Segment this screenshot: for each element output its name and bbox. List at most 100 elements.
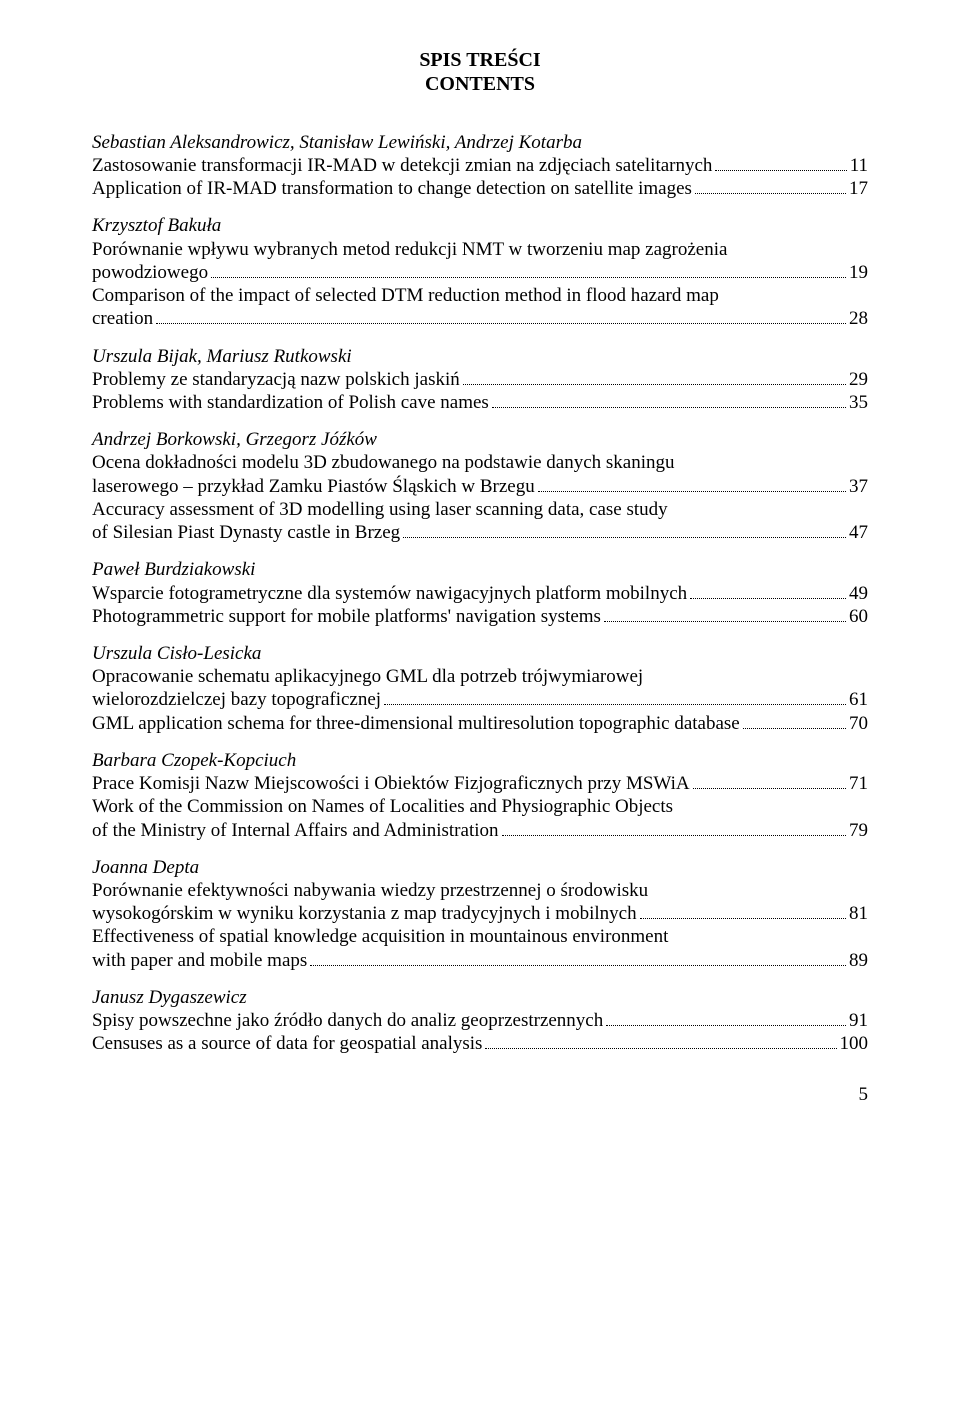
toc-entry: Krzysztof BakułaPorównanie wpływu wybran… [92,214,868,330]
toc-line-text: of the Ministry of Internal Affairs and … [92,819,499,842]
toc-line: of the Ministry of Internal Affairs and … [92,818,868,841]
toc-leader [690,581,846,598]
toc-line: Prace Komisji Nazw Miejscowości i Obiekt… [92,772,868,795]
toc-page: 35 [849,391,868,414]
toc-line: wysokogórskim w wyniku korzystania z map… [92,902,868,925]
toc-line: of Silesian Piast Dynasty castle in Brze… [92,521,868,544]
toc-entry: Paweł BurdziakowskiWsparcie fotogrametry… [92,558,868,628]
toc-line-text: Problemy ze standaryzacją nazw polskich … [92,368,460,391]
toc-page: 71 [849,772,868,795]
toc-line-text: Application of IR-MAD transformation to … [92,177,692,200]
toc-leader [743,712,846,729]
toc-line-text: creation [92,307,153,330]
toc-page: 81 [849,902,868,925]
toc-line-text: Effectiveness of spatial knowledge acqui… [92,925,868,948]
toc-page: 79 [849,819,868,842]
toc-line-text: Photogrammetric support for mobile platf… [92,605,601,628]
toc-authors: Barbara Czopek-Kopciuch [92,749,868,772]
toc-line: wielorozdzielczej bazy topograficznej 61 [92,688,868,711]
toc-line-text: with paper and mobile maps [92,949,307,972]
toc-line-text: Opracowanie schematu aplikacyjnego GML d… [92,665,868,688]
page-number: 5 [92,1083,868,1106]
toc-leader [156,307,846,324]
toc-entry: Barbara Czopek-KopciuchPrace Komisji Naz… [92,749,868,842]
toc-leader [640,902,846,919]
toc-page: 89 [849,949,868,972]
table-of-contents: Sebastian Aleksandrowicz, Stanisław Lewi… [92,131,868,1056]
toc-line-text: Problems with standardization of Polish … [92,391,489,414]
toc-authors: Andrzej Borkowski, Grzegorz Jóźków [92,428,868,451]
toc-entry: Joanna DeptaPorównanie efektywności naby… [92,856,868,972]
toc-authors: Urszula Cisło-Lesicka [92,642,868,665]
toc-line-text: laserowego – przykład Zamku Piastów Śląs… [92,475,535,498]
toc-page: 47 [849,521,868,544]
toc-page: 60 [849,605,868,628]
toc-page: 100 [840,1032,869,1055]
toc-authors: Krzysztof Bakuła [92,214,868,237]
toc-line: Photogrammetric support for mobile platf… [92,605,868,628]
toc-authors: Urszula Bijak, Mariusz Rutkowski [92,345,868,368]
toc-page: 19 [849,261,868,284]
toc-line-text: GML application schema for three-dimensi… [92,712,740,735]
toc-authors: Janusz Dygaszewicz [92,986,868,1009]
toc-leader [463,368,846,385]
toc-line-text: Accuracy assessment of 3D modelling usin… [92,498,868,521]
toc-line-text: Wsparcie fotogrametryczne dla systemów n… [92,582,687,605]
toc-leader [538,475,846,492]
title-line-1: SPIS TREŚCI [92,48,868,72]
toc-line-text: Comparison of the impact of selected DTM… [92,284,868,307]
toc-line: Zastosowanie transformacji IR-MAD w dete… [92,154,868,177]
toc-line-text: Work of the Commission on Names of Local… [92,795,868,818]
toc-line: with paper and mobile maps 89 [92,949,868,972]
toc-line-text: of Silesian Piast Dynasty castle in Brze… [92,521,400,544]
toc-line: Spisy powszechne jako źródło danych do a… [92,1009,868,1032]
toc-leader [695,177,846,194]
toc-line: Problems with standardization of Polish … [92,391,868,414]
toc-line: GML application schema for three-dimensi… [92,712,868,735]
toc-line: Censuses as a source of data for geospat… [92,1032,868,1055]
toc-page: 91 [849,1009,868,1032]
toc-line-text: wielorozdzielczej bazy topograficznej [92,688,381,711]
toc-line: laserowego – przykład Zamku Piastów Śląs… [92,475,868,498]
toc-authors: Sebastian Aleksandrowicz, Stanisław Lewi… [92,131,868,154]
toc-entry: Urszula Cisło-LesickaOpracowanie schemat… [92,642,868,735]
title-line-2: CONTENTS [92,72,868,96]
toc-line: creation 28 [92,307,868,330]
toc-entry: Urszula Bijak, Mariusz RutkowskiProblemy… [92,345,868,415]
toc-leader [211,261,846,278]
toc-line-text: powodziowego [92,261,208,284]
toc-leader [604,605,846,622]
toc-entry: Andrzej Borkowski, Grzegorz JóźkówOcena … [92,428,868,544]
toc-entry: Sebastian Aleksandrowicz, Stanisław Lewi… [92,131,868,201]
toc-line-text: Censuses as a source of data for geospat… [92,1032,482,1055]
toc-line: powodziowego 19 [92,261,868,284]
toc-leader [693,772,846,789]
toc-leader [384,688,846,705]
toc-leader [492,391,846,408]
toc-line-text: Spisy powszechne jako źródło danych do a… [92,1009,603,1032]
toc-page: 17 [849,177,868,200]
toc-line-text: Zastosowanie transformacji IR-MAD w dete… [92,154,712,177]
toc-page: 28 [849,307,868,330]
toc-line-text: Ocena dokładności modelu 3D zbudowanego … [92,451,868,474]
toc-line: Application of IR-MAD transformation to … [92,177,868,200]
toc-leader [485,1032,836,1049]
toc-page: 70 [849,712,868,735]
toc-line: Wsparcie fotogrametryczne dla systemów n… [92,581,868,604]
title-block: SPIS TREŚCI CONTENTS [92,48,868,97]
toc-authors: Paweł Burdziakowski [92,558,868,581]
toc-line-text: wysokogórskim w wyniku korzystania z map… [92,902,637,925]
toc-page: 11 [850,154,868,177]
toc-page: 49 [849,582,868,605]
toc-leader [715,154,846,171]
toc-leader [502,818,847,835]
toc-page: 61 [849,688,868,711]
toc-leader [310,949,846,966]
toc-leader [606,1009,846,1026]
toc-line: Problemy ze standaryzacją nazw polskich … [92,368,868,391]
toc-entry: Janusz DygaszewiczSpisy powszechne jako … [92,986,868,1056]
toc-line-text: Porównanie efektywności nabywania wiedzy… [92,879,868,902]
toc-line-text: Prace Komisji Nazw Miejscowości i Obiekt… [92,772,690,795]
toc-page: 37 [849,475,868,498]
toc-page: 29 [849,368,868,391]
